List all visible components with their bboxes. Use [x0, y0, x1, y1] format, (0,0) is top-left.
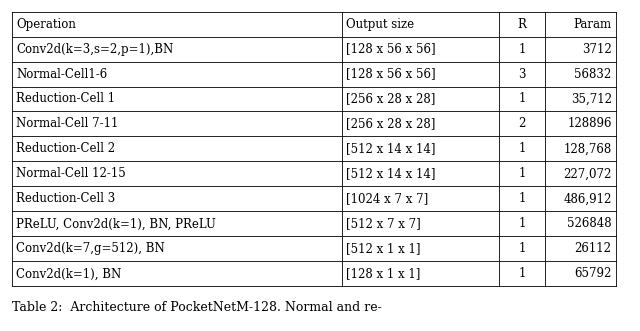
Text: 3712: 3712: [582, 43, 612, 56]
Text: [512 x 14 x 14]: [512 x 14 x 14]: [346, 167, 436, 180]
Text: 227,072: 227,072: [563, 167, 612, 180]
Text: 526848: 526848: [567, 217, 612, 230]
Text: PReLU, Conv2d(k=1), BN, PReLU: PReLU, Conv2d(k=1), BN, PReLU: [16, 217, 216, 230]
Text: [512 x 1 x 1]: [512 x 1 x 1]: [346, 242, 420, 255]
Text: 128,768: 128,768: [563, 142, 612, 156]
Text: [512 x 14 x 14]: [512 x 14 x 14]: [346, 142, 436, 156]
Text: Reduction-Cell 3: Reduction-Cell 3: [16, 192, 115, 206]
Text: Conv2d(k=7,g=512), BN: Conv2d(k=7,g=512), BN: [16, 242, 164, 255]
Text: 1: 1: [518, 167, 525, 180]
Text: Normal-Cell1-6: Normal-Cell1-6: [16, 68, 108, 80]
Text: [128 x 56 x 56]: [128 x 56 x 56]: [346, 68, 436, 80]
Text: 1: 1: [518, 217, 525, 230]
Text: 3: 3: [518, 68, 526, 80]
Text: 1: 1: [518, 92, 525, 106]
Text: [128 x 1 x 1]: [128 x 1 x 1]: [346, 267, 420, 280]
Text: [128 x 56 x 56]: [128 x 56 x 56]: [346, 43, 436, 56]
Text: [512 x 7 x 7]: [512 x 7 x 7]: [346, 217, 421, 230]
Text: 1: 1: [518, 267, 525, 280]
Text: 486,912: 486,912: [563, 192, 612, 206]
Text: 1: 1: [518, 142, 525, 156]
Text: 56832: 56832: [575, 68, 612, 80]
Text: 1: 1: [518, 192, 525, 206]
Text: Normal-Cell 12-15: Normal-Cell 12-15: [16, 167, 125, 180]
Text: Normal-Cell 7-11: Normal-Cell 7-11: [16, 118, 118, 130]
Text: Param: Param: [573, 18, 612, 30]
Text: R: R: [518, 18, 527, 30]
Text: [256 x 28 x 28]: [256 x 28 x 28]: [346, 92, 435, 106]
Text: 1: 1: [518, 242, 525, 255]
Text: [1024 x 7 x 7]: [1024 x 7 x 7]: [346, 192, 428, 206]
Text: Conv2d(k=3,s=2,p=1),BN: Conv2d(k=3,s=2,p=1),BN: [16, 43, 173, 56]
Text: Reduction-Cell 1: Reduction-Cell 1: [16, 92, 115, 106]
Text: Operation: Operation: [16, 18, 76, 30]
Text: 35,712: 35,712: [571, 92, 612, 106]
Text: Output size: Output size: [346, 18, 414, 30]
Text: 1: 1: [518, 43, 525, 56]
Text: Reduction-Cell 2: Reduction-Cell 2: [16, 142, 115, 156]
Text: 26112: 26112: [575, 242, 612, 255]
Text: 65792: 65792: [574, 267, 612, 280]
Text: 2: 2: [518, 118, 525, 130]
Text: Table 2:  Architecture of PocketNetM-128. Normal and re-: Table 2: Architecture of PocketNetM-128.…: [12, 301, 381, 314]
Text: Conv2d(k=1), BN: Conv2d(k=1), BN: [16, 267, 121, 280]
Text: 128896: 128896: [567, 118, 612, 130]
Text: [256 x 28 x 28]: [256 x 28 x 28]: [346, 118, 435, 130]
